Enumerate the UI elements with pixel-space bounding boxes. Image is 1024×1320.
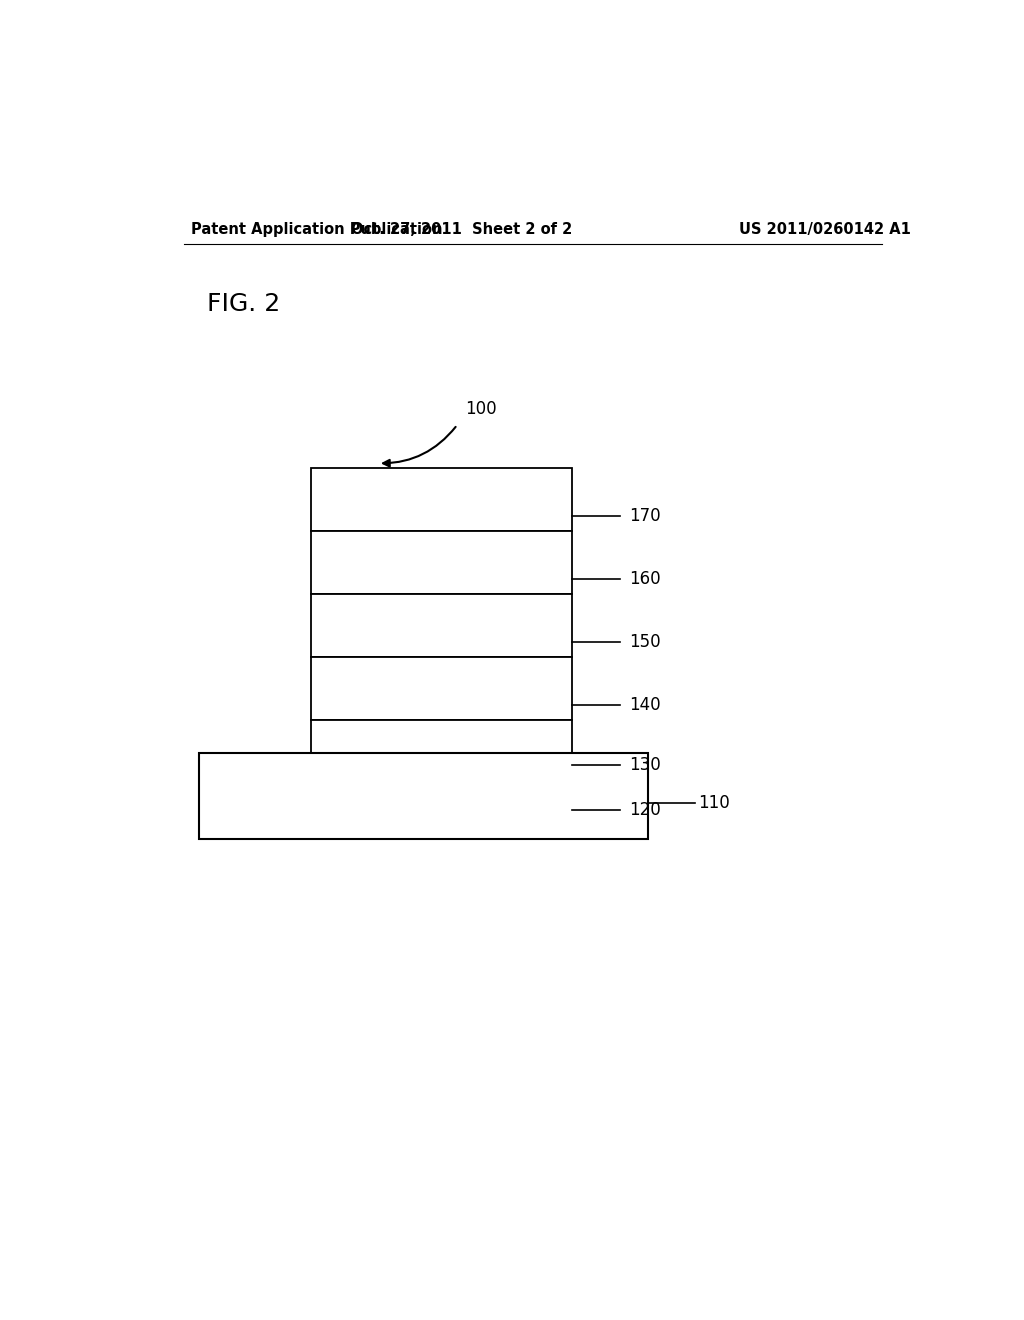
Text: 140: 140 bbox=[630, 696, 662, 714]
Text: Patent Application Publication: Patent Application Publication bbox=[191, 222, 443, 238]
Text: Oct. 27, 2011  Sheet 2 of 2: Oct. 27, 2011 Sheet 2 of 2 bbox=[350, 222, 572, 238]
Text: 160: 160 bbox=[630, 570, 662, 587]
Text: 170: 170 bbox=[630, 507, 662, 524]
Text: 100: 100 bbox=[465, 400, 497, 417]
Bar bbox=[310, 657, 572, 721]
Bar bbox=[310, 594, 572, 657]
Text: 150: 150 bbox=[630, 632, 662, 651]
Bar bbox=[310, 532, 572, 594]
Bar bbox=[310, 779, 572, 820]
Text: 110: 110 bbox=[698, 795, 730, 812]
Text: FIG. 2: FIG. 2 bbox=[207, 292, 281, 315]
Bar bbox=[200, 752, 648, 840]
Bar bbox=[310, 721, 572, 779]
Text: 130: 130 bbox=[630, 755, 662, 774]
Bar bbox=[310, 469, 572, 532]
Text: US 2011/0260142 A1: US 2011/0260142 A1 bbox=[739, 222, 911, 238]
Text: 120: 120 bbox=[630, 801, 662, 818]
